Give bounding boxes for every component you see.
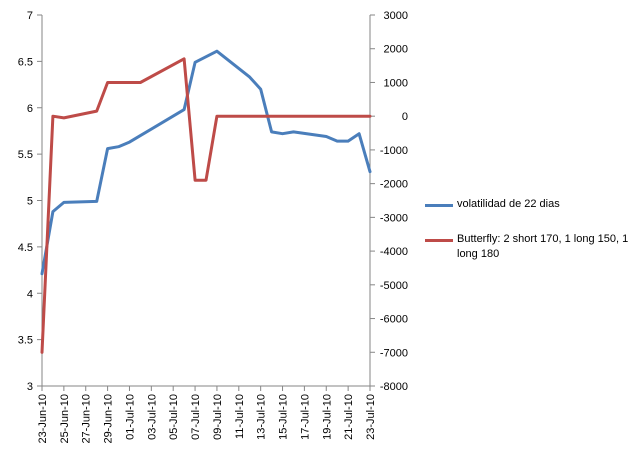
right-y-tick-label: -6000 <box>380 314 408 326</box>
series-line-butterfly <box>40 57 372 354</box>
left-y-tick-label: 5 <box>27 196 33 208</box>
x-tick-label: 07-Jul-10 <box>190 394 202 440</box>
left-y-tick-label: 3.5 <box>18 335 33 347</box>
left-y-tick-label: 5.5 <box>18 149 33 161</box>
right-y-tick-label: -8000 <box>380 381 408 393</box>
x-tick-label: 25-Jun-10 <box>59 394 71 444</box>
x-tick-label: 13-Jul-10 <box>256 394 268 440</box>
right-y-tick-label: 1000 <box>384 77 408 89</box>
left-y-tick-label: 3 <box>27 381 33 393</box>
right-y-tick-label: 0 <box>402 111 408 123</box>
right-y-tick-label: -2000 <box>380 179 408 191</box>
x-tick-label: 27-Jun-10 <box>81 394 93 444</box>
legend-label-butterfly: Butterfly: 2 short 170, 1 long 150, 1 lo… <box>457 233 629 260</box>
x-tick-label: 17-Jul-10 <box>299 394 311 440</box>
x-tick-label: 05-Jul-10 <box>168 394 180 440</box>
legend-swatch-volatility <box>425 204 453 207</box>
series-layer <box>40 49 372 354</box>
axes: 3 3.5 4 4.5 5 5.5 6 6.5 7 -8000 -7000 -6000 -5000 -40… <box>18 10 408 444</box>
x-tick-label: 29-Jun-10 <box>103 394 115 444</box>
x-tick-label: 21-Jul-10 <box>343 394 355 440</box>
left-y-tick-label: 6.5 <box>18 56 33 68</box>
legend-swatch-butterfly <box>425 239 453 242</box>
right-y-tick-label: 2000 <box>384 44 408 56</box>
right-y-tick-label: -5000 <box>380 280 408 292</box>
x-tick-label: 01-Jul-10 <box>124 394 136 440</box>
x-tick-label: 23-Jun-10 <box>37 394 49 444</box>
x-tick-label: 03-Jul-10 <box>146 394 158 440</box>
series-line-volatility <box>40 49 372 276</box>
left-y-tick-label: 4 <box>27 288 33 300</box>
left-y-tick-label: 7 <box>27 10 33 22</box>
x-tick-label: 09-Jul-10 <box>212 394 224 440</box>
x-tick-label: 11-Jul-10 <box>234 394 246 439</box>
right-y-tick-label: -1000 <box>380 145 408 157</box>
legend-label-volatility: volatilidad de 22 dias <box>457 198 560 210</box>
left-y-tick-label: 4.5 <box>18 242 33 254</box>
x-tick-label: 19-Jul-10 <box>321 394 333 440</box>
right-y-tick-label: -7000 <box>380 347 408 359</box>
right-y-tick-label: -3000 <box>380 212 408 224</box>
left-y-tick-label: 6 <box>27 103 33 115</box>
x-tick-label: 15-Jul-10 <box>278 394 290 440</box>
x-tick-label: 23-Jul-10 <box>365 394 377 440</box>
right-y-tick-label: -4000 <box>380 246 408 258</box>
right-y-tick-label: 3000 <box>384 10 408 22</box>
